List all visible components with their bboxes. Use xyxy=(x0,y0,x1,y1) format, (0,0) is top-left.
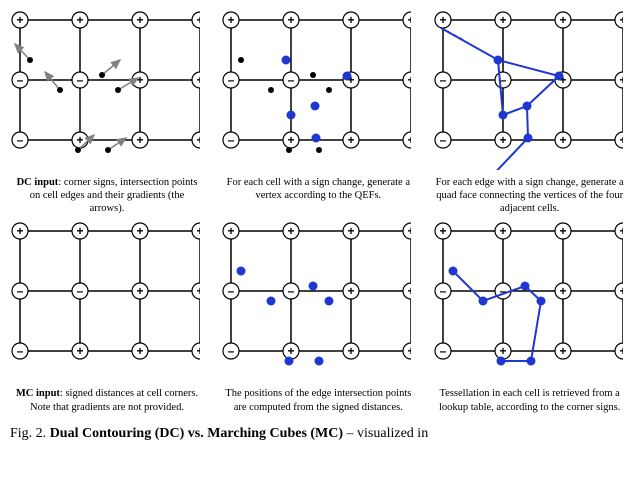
svg-text:+: + xyxy=(16,224,23,238)
svg-text:+: + xyxy=(408,133,412,147)
svg-text:+: + xyxy=(408,224,412,238)
caption-dc-faces: For each edge with a sign change, genera… xyxy=(433,176,627,215)
svg-text:+: + xyxy=(196,284,200,298)
caption-dc-vertices: For each cell with a sign change, genera… xyxy=(221,176,415,215)
svg-text:+: + xyxy=(559,284,566,298)
svg-text:+: + xyxy=(16,13,23,27)
svg-text:–: – xyxy=(439,344,446,358)
svg-text:+: + xyxy=(559,133,566,147)
svg-text:+: + xyxy=(228,13,235,27)
svg-text:–: – xyxy=(77,284,84,298)
caption-mc-tess: Tessellation in each cell is retrieved f… xyxy=(433,387,627,413)
svg-text:+: + xyxy=(619,224,623,238)
svg-text:+: + xyxy=(619,344,623,358)
svg-text:–: – xyxy=(499,284,506,298)
svg-text:+: + xyxy=(408,13,412,27)
svg-text:+: + xyxy=(288,133,295,147)
panel-mc-points: + + + + – – + + – + + + xyxy=(221,221,411,381)
svg-text:+: + xyxy=(288,344,295,358)
svg-text:–: – xyxy=(77,73,84,87)
svg-text:+: + xyxy=(408,73,412,87)
svg-text:+: + xyxy=(196,224,200,238)
caption-dc-input: DC input: corner signs, intersection poi… xyxy=(10,176,204,215)
svg-text:–: – xyxy=(17,133,24,147)
svg-text:+: + xyxy=(439,224,446,238)
panel-mc-tess: + + + + – – + + – + + + xyxy=(433,221,623,381)
svg-text:+: + xyxy=(348,284,355,298)
svg-text:–: – xyxy=(228,133,235,147)
svg-text:+: + xyxy=(288,13,295,27)
svg-text:–: – xyxy=(228,73,235,87)
svg-text:+: + xyxy=(196,133,200,147)
figure-caption: Fig. 2. Dual Contouring (DC) vs. Marchin… xyxy=(10,420,630,442)
svg-text:+: + xyxy=(136,224,143,238)
svg-text:+: + xyxy=(136,73,143,87)
svg-text:–: – xyxy=(288,73,295,87)
svg-text:+: + xyxy=(559,13,566,27)
svg-text:–: – xyxy=(17,73,24,87)
caption-mc-points: The positions of the edge intersection p… xyxy=(221,387,415,413)
svg-text:+: + xyxy=(348,224,355,238)
svg-text:–: – xyxy=(228,344,235,358)
svg-text:+: + xyxy=(136,13,143,27)
svg-text:+: + xyxy=(76,344,83,358)
svg-text:–: – xyxy=(228,284,235,298)
svg-text:+: + xyxy=(288,224,295,238)
panel-dc-input: ++++––++–+++ xyxy=(10,10,200,170)
svg-text:+: + xyxy=(499,133,506,147)
svg-text:+: + xyxy=(348,13,355,27)
svg-text:+: + xyxy=(196,73,200,87)
svg-text:+: + xyxy=(348,133,355,147)
svg-text:+: + xyxy=(348,344,355,358)
svg-text:+: + xyxy=(619,13,623,27)
svg-text:+: + xyxy=(499,344,506,358)
svg-text:+: + xyxy=(619,284,623,298)
svg-text:+: + xyxy=(76,13,83,27)
svg-text:+: + xyxy=(228,224,235,238)
caption-mc-input: MC input: signed distances at cell corne… xyxy=(10,387,204,413)
svg-text:+: + xyxy=(499,13,506,27)
panel-mc-input: + + + + – – + + – + + + xyxy=(10,221,200,381)
svg-text:+: + xyxy=(76,224,83,238)
svg-text:+: + xyxy=(619,133,623,147)
svg-text:–: – xyxy=(439,73,446,87)
svg-text:+: + xyxy=(619,73,623,87)
svg-text:+: + xyxy=(196,13,200,27)
svg-text:+: + xyxy=(196,344,200,358)
svg-text:+: + xyxy=(439,13,446,27)
svg-text:–: – xyxy=(439,133,446,147)
svg-text:+: + xyxy=(136,284,143,298)
panel-dc-faces: ++++––++–+++ xyxy=(433,10,623,170)
svg-text:+: + xyxy=(559,224,566,238)
svg-text:–: – xyxy=(439,284,446,298)
svg-text:–: – xyxy=(17,284,24,298)
svg-text:+: + xyxy=(136,344,143,358)
svg-text:–: – xyxy=(288,284,295,298)
svg-text:+: + xyxy=(408,284,412,298)
svg-text:+: + xyxy=(408,344,412,358)
svg-text:–: – xyxy=(17,344,24,358)
svg-text:+: + xyxy=(136,133,143,147)
svg-text:+: + xyxy=(559,344,566,358)
figure-grid: + + + + – – + + – + + + + + + + – – + + – + + + + + + + – – + + – + + + D… xyxy=(10,10,630,442)
svg-text:+: + xyxy=(499,224,506,238)
panel-dc-vertices: ++++––++–+++ xyxy=(221,10,411,170)
